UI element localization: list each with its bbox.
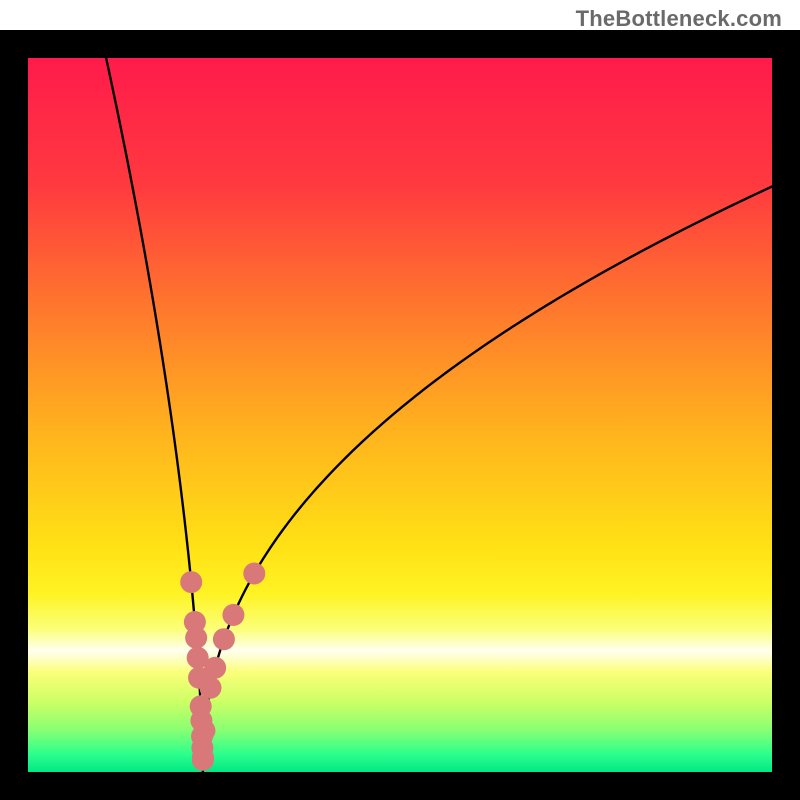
- chart-panel: [28, 58, 772, 772]
- screenshot-root: TheBottleneck.com: [0, 0, 800, 800]
- data-marker: [185, 627, 207, 649]
- data-marker: [193, 720, 215, 742]
- frame-border: [0, 30, 800, 58]
- data-marker: [243, 563, 265, 585]
- curve-layer: [28, 58, 772, 772]
- data-marker: [180, 571, 202, 593]
- data-marker: [192, 747, 214, 769]
- data-marker: [200, 677, 222, 699]
- data-marker: [204, 657, 226, 679]
- data-marker: [222, 604, 244, 626]
- watermark-text: TheBottleneck.com: [576, 6, 782, 32]
- data-marker: [213, 628, 235, 650]
